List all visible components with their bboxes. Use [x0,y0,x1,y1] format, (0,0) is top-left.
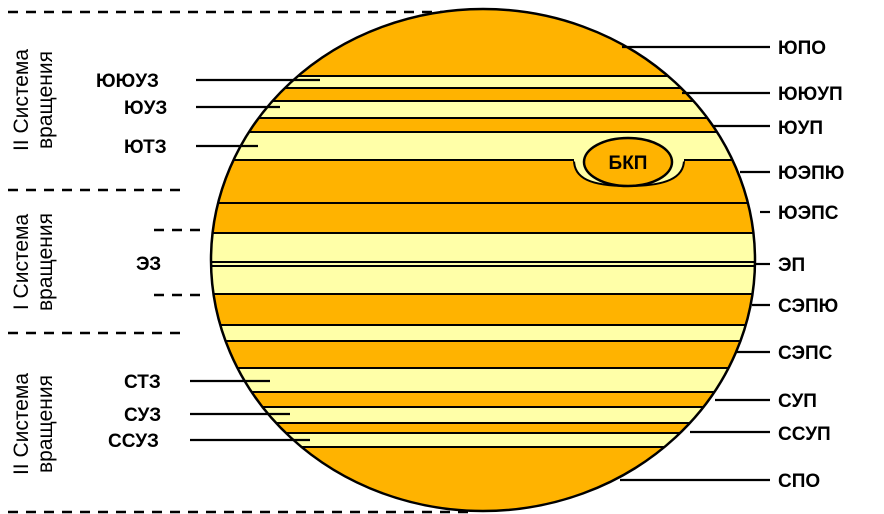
label-ep: ЭП [778,255,805,276]
system-label-middle-2: вращения [34,213,57,311]
left-labels: ЮЮУЗ ЮУЗ ЮТЗ ЭЗ СТЗ СУЗ ССУЗ [96,71,167,452]
zone-yutz [211,132,755,160]
great-red-spot: БКП [572,136,686,188]
planet-outline [209,7,757,513]
label-yupo: ЮПО [778,38,826,59]
label-sup: СУП [778,391,817,412]
band-lines [211,75,755,448]
system-label-middle: I Система [10,214,33,311]
zone-ssuz [211,433,755,447]
zone-yuz [211,101,755,118]
system-separators [8,10,470,514]
zone-ez [211,233,755,294]
system-label-bottom: II Система [10,373,33,475]
zone-suz [211,407,755,423]
system-label-top: II Система [10,49,33,151]
left-leaders [190,78,320,442]
label-suz: СУЗ [124,405,161,426]
label-yueps: ЮЭПС [778,203,839,224]
label-yuyuz: ЮЮУЗ [96,71,159,92]
label-yuz: ЮУЗ [124,98,167,119]
label-ez: ЭЗ [136,254,161,275]
label-spo: СПО [778,471,820,492]
spot-oval [582,136,674,188]
system-label-bottom-2: вращения [34,375,57,473]
label-yup: ЮУП [778,118,823,139]
right-leaders [620,45,770,482]
system-label-top-2: вращения [34,51,57,149]
label-seps: СЭПС [778,343,833,364]
label-ssuz: ССУЗ [108,431,159,452]
zone-ez-edge [211,325,755,341]
label-yuyup: ЮЮУП [778,84,843,105]
label-sepyu: СЭПЮ [778,296,838,317]
label-stz: СТЗ [124,372,161,393]
zone-yuyuz [211,76,755,88]
right-labels: ЮПО ЮЮУП ЮУП ЮЭПЮ ЮЭПС ЭП СЭПЮ СЭПС СУП … [778,38,844,492]
label-ssup: ССУП [778,424,831,445]
zone-stz [211,368,755,392]
label-yuepyu: ЮЭПЮ [778,163,844,184]
planet [211,9,755,511]
label-yutz: ЮТЗ [124,137,167,158]
spot-label: БКП [609,153,648,174]
